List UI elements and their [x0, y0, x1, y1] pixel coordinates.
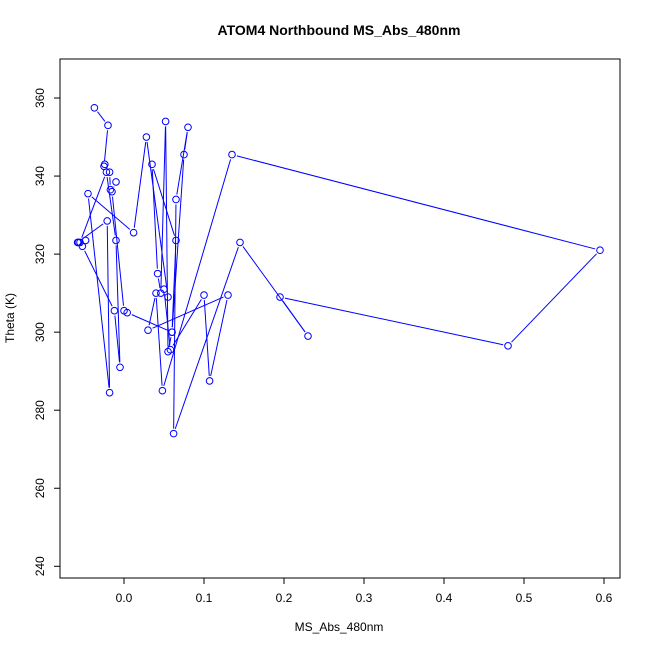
data-point	[144, 326, 152, 335]
x-tick-label: 0.1	[196, 591, 213, 605]
data-point	[228, 150, 236, 159]
series-segment	[91, 196, 131, 230]
data-point	[172, 236, 180, 245]
y-tick-label: 360	[33, 88, 47, 108]
series-segment	[114, 315, 121, 363]
series-segment	[103, 130, 109, 162]
series-segment	[112, 196, 124, 306]
data-point	[504, 342, 512, 350]
data-point	[276, 293, 284, 301]
data-series	[73, 103, 604, 438]
data-point	[200, 291, 208, 299]
data-point	[152, 289, 160, 297]
series-segment	[172, 299, 202, 346]
data-point	[172, 195, 180, 204]
data-point	[169, 429, 178, 438]
x-tick-label: 0.4	[436, 591, 453, 605]
x-tick-label: 0.3	[356, 591, 373, 605]
series-segment	[236, 155, 596, 250]
series-segment	[160, 126, 166, 289]
series-segment	[106, 225, 111, 388]
series-segment	[210, 299, 228, 377]
series-segment	[176, 132, 188, 195]
y-tick-label: 300	[33, 322, 47, 342]
data-point	[236, 238, 244, 247]
series-segment	[203, 300, 210, 376]
series-segment	[152, 296, 224, 329]
data-point	[158, 386, 167, 395]
series-segment	[511, 253, 597, 343]
data-point	[78, 242, 87, 251]
data-point	[166, 345, 175, 354]
x-axis-label: MS_Abs_480nm	[295, 620, 384, 634]
data-point	[123, 308, 131, 317]
data-point	[164, 293, 172, 301]
data-point	[161, 117, 170, 126]
data-point	[168, 328, 176, 336]
x-tick-label: 0.2	[276, 591, 293, 605]
data-point	[160, 285, 168, 294]
data-point	[205, 377, 214, 385]
series-segment	[153, 168, 175, 236]
data-point	[112, 178, 120, 186]
chart-title: ATOM4 Northbound MS_Abs_480nm	[218, 22, 461, 38]
data-point	[76, 238, 84, 247]
data-point	[129, 228, 138, 237]
plot-frame	[59, 58, 621, 579]
series-segment	[284, 297, 504, 346]
data-point	[108, 187, 116, 196]
series-segment	[173, 204, 177, 429]
series-segment	[88, 198, 110, 388]
data-point	[103, 217, 111, 225]
y-tick-label: 240	[33, 556, 47, 576]
series-segment	[157, 278, 161, 289]
series-segment	[155, 298, 163, 386]
data-point	[101, 160, 109, 169]
series-segment	[282, 300, 306, 333]
y-tick-label: 260	[33, 478, 47, 498]
data-point	[105, 168, 114, 176]
data-point	[110, 306, 119, 315]
series-segment	[165, 126, 169, 347]
series-segment	[148, 297, 156, 326]
series-segment	[84, 250, 113, 307]
x-tick-label: 0.6	[596, 591, 613, 605]
data-point	[105, 388, 114, 397]
y-axis-label: Theta (K)	[3, 293, 17, 343]
data-point	[106, 185, 115, 194]
y-tick-label: 280	[33, 400, 47, 420]
data-point	[84, 189, 92, 198]
data-point	[116, 363, 124, 372]
y-axis: 240 260 280 300 320 340 360	[33, 88, 61, 576]
data-point	[90, 103, 99, 112]
data-point	[104, 121, 112, 130]
series-segment	[164, 294, 171, 345]
data-point	[180, 150, 188, 159]
data-point	[184, 123, 192, 132]
data-point	[164, 347, 172, 356]
series-segment	[115, 245, 121, 363]
series-segment	[81, 176, 106, 238]
data-point	[148, 160, 156, 169]
x-tick-label: 0.5	[516, 591, 533, 605]
x-tick-label: 0.0	[116, 591, 133, 605]
y-tick-label: 340	[33, 166, 47, 186]
series-segment	[106, 177, 116, 236]
x-axis: 0.0 0.1 0.2 0.3 0.4 0.5 0.6	[116, 577, 613, 605]
data-point	[224, 291, 232, 299]
series-segment	[97, 111, 106, 122]
data-point	[112, 236, 120, 245]
series-segment	[133, 141, 147, 228]
series-segment	[163, 159, 232, 387]
y-tick-label: 320	[33, 244, 47, 264]
data-point	[142, 133, 151, 141]
data-point	[153, 269, 162, 278]
data-point	[304, 332, 312, 340]
data-point	[102, 168, 111, 176]
data-point	[596, 246, 604, 255]
